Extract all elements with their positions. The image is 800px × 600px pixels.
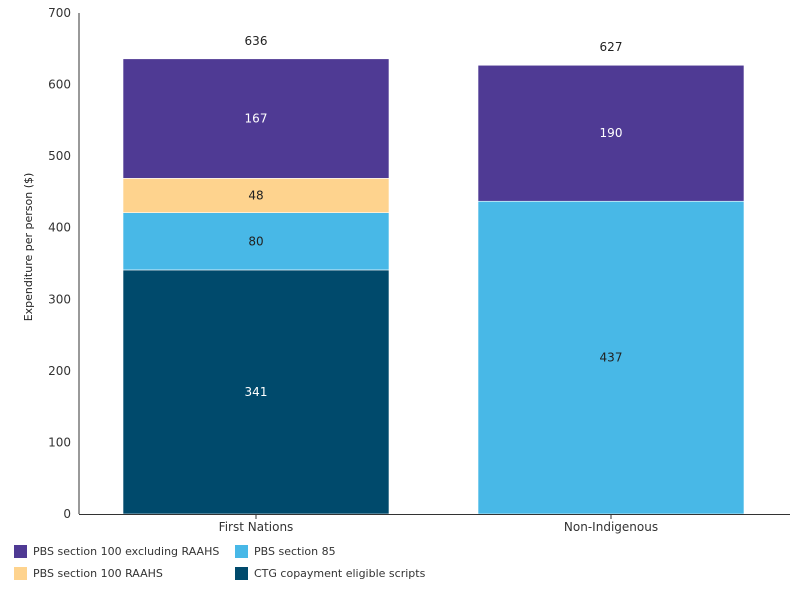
data-label: 48 <box>248 189 263 203</box>
x-tick-label: First Nations <box>219 520 294 534</box>
data-label: 437 <box>600 351 623 365</box>
x-tick-label: Non-Indigenous <box>564 520 658 534</box>
y-tick-label: 100 <box>48 435 71 449</box>
data-label: 167 <box>245 112 268 126</box>
y-axis: 0 100 200 300 400 500 600 700 <box>48 6 80 521</box>
bar-segment <box>477 200 745 515</box>
legend-label: PBS section 100 excluding RAAHS <box>33 545 220 558</box>
y-tick-label: 200 <box>48 364 71 378</box>
data-label: 190 <box>600 126 623 140</box>
bars: 341 80 48 167 636 437 190 627 <box>122 34 745 515</box>
y-tick-label: 0 <box>63 507 71 521</box>
y-tick-label: 400 <box>48 221 71 235</box>
legend-label: PBS section 100 RAAHS <box>33 567 163 580</box>
bar-segment <box>122 58 390 179</box>
legend-item-ctg-copayment: CTG copayment eligible scripts <box>235 567 425 580</box>
legend-swatch <box>235 545 248 558</box>
data-label: 80 <box>248 234 263 248</box>
y-tick-label: 700 <box>48 6 71 20</box>
y-tick-label: 300 <box>48 292 71 306</box>
legend-item-pbs-s100-raahs: PBS section 100 RAAHS <box>14 567 163 580</box>
y-tick-label: 600 <box>48 78 71 92</box>
x-axis: First Nations Non-Indigenous <box>79 514 790 534</box>
legend-item-pbs-s85: PBS section 85 <box>235 545 336 558</box>
legend-swatch <box>235 567 248 580</box>
legend-swatch <box>14 545 27 558</box>
bar-segment <box>122 212 390 271</box>
legend-swatch <box>14 567 27 580</box>
stacked-bar-chart: 0 100 200 300 400 500 600 700 341 80 48 167 636 437 1… <box>22 6 790 534</box>
legend-label: CTG copayment eligible scripts <box>254 567 426 580</box>
y-axis-title: Expenditure per person ($) <box>22 173 35 322</box>
total-label: 636 <box>245 34 268 48</box>
legend-item-pbs-s100-excl-raahs: PBS section 100 excluding RAAHS <box>14 545 219 558</box>
legend-label: PBS section 85 <box>254 545 336 558</box>
y-tick-label: 500 <box>48 149 71 163</box>
total-label: 627 <box>600 40 623 54</box>
bar-segment <box>477 64 745 202</box>
data-label: 341 <box>245 385 268 399</box>
